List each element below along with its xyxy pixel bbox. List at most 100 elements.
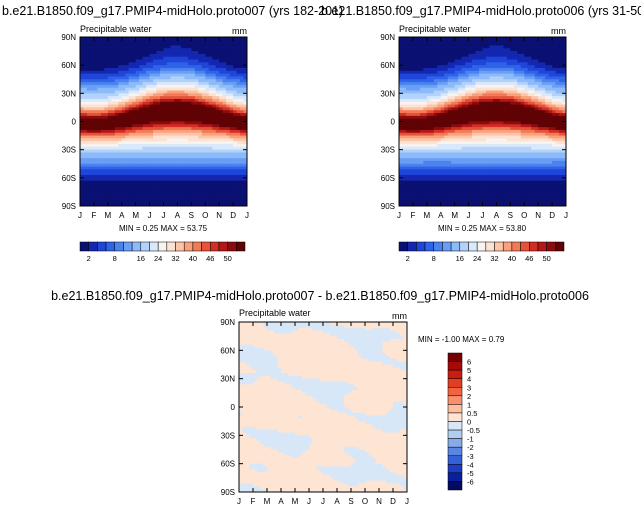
field-cell bbox=[114, 48, 119, 52]
field-cell bbox=[513, 115, 518, 120]
field-cell bbox=[437, 65, 442, 69]
field-cell bbox=[426, 62, 431, 66]
field-cell bbox=[444, 96, 449, 100]
field-cell bbox=[153, 87, 158, 92]
field-cell bbox=[534, 96, 539, 100]
field-cell bbox=[559, 127, 564, 131]
field-cell bbox=[437, 62, 442, 66]
field-cell bbox=[205, 200, 210, 204]
field-cell bbox=[541, 146, 546, 151]
field-cell bbox=[184, 93, 189, 97]
field-cell bbox=[156, 135, 161, 139]
field-cell bbox=[201, 82, 206, 86]
field-cell bbox=[111, 70, 116, 75]
field-cell bbox=[437, 42, 442, 47]
field-cell bbox=[444, 129, 449, 134]
field-cell bbox=[499, 141, 504, 145]
field-cell bbox=[201, 67, 206, 72]
field-cell bbox=[506, 141, 511, 145]
field-cell bbox=[180, 79, 185, 83]
field-cell bbox=[222, 101, 227, 106]
field-cell bbox=[479, 149, 484, 154]
field-cell bbox=[412, 138, 417, 142]
field-cell bbox=[146, 121, 151, 125]
field-cell bbox=[170, 67, 175, 72]
field-cell bbox=[440, 56, 445, 61]
field-cell bbox=[562, 144, 566, 148]
field-cell bbox=[118, 189, 123, 193]
field-cell bbox=[146, 149, 151, 154]
field-cell bbox=[430, 135, 435, 139]
field-cell bbox=[191, 79, 196, 83]
field-cell bbox=[184, 166, 189, 170]
field-cell bbox=[93, 37, 98, 41]
field-cell bbox=[409, 45, 414, 49]
field-cell bbox=[440, 59, 445, 63]
field-cell bbox=[229, 163, 234, 168]
field-cell bbox=[426, 93, 431, 97]
field-cell bbox=[465, 107, 470, 111]
field-cell bbox=[187, 70, 192, 75]
field-cell bbox=[191, 135, 196, 139]
field-cell bbox=[90, 42, 95, 47]
field-cell bbox=[187, 104, 192, 109]
field-cell bbox=[419, 53, 424, 58]
field-cell bbox=[90, 39, 95, 44]
field-cell bbox=[510, 59, 515, 63]
field-cell bbox=[492, 42, 498, 47]
field-cell bbox=[86, 56, 92, 61]
field-cell bbox=[405, 118, 411, 123]
field-cell bbox=[215, 183, 220, 187]
field-cell bbox=[437, 135, 442, 139]
field-cell bbox=[479, 124, 484, 128]
field-cell bbox=[208, 118, 213, 123]
field-cell bbox=[492, 82, 498, 86]
field-cell bbox=[146, 200, 151, 204]
field-cell bbox=[440, 53, 445, 58]
field-cell bbox=[177, 183, 182, 187]
field-cell bbox=[426, 45, 431, 49]
field-cell bbox=[128, 93, 133, 97]
field-cell bbox=[208, 138, 213, 142]
field-cell bbox=[104, 129, 109, 134]
field-cell bbox=[499, 144, 504, 148]
field-cell bbox=[146, 183, 151, 187]
field-cell bbox=[104, 169, 109, 173]
field-cell bbox=[86, 79, 92, 83]
field-cell bbox=[180, 169, 185, 173]
field-cell bbox=[170, 183, 175, 187]
field-cell bbox=[440, 76, 445, 80]
field-cell bbox=[541, 53, 546, 58]
field-cell bbox=[479, 82, 484, 86]
field-cell bbox=[416, 39, 421, 44]
field-cell bbox=[433, 42, 438, 47]
field-cell bbox=[156, 53, 161, 58]
field-cell bbox=[173, 45, 179, 49]
field-cell bbox=[170, 65, 175, 69]
field-cell bbox=[433, 87, 438, 92]
field-cell bbox=[243, 146, 247, 151]
field-cell bbox=[458, 104, 463, 109]
field-cell bbox=[139, 197, 144, 201]
field-cell bbox=[153, 104, 158, 109]
field-cell bbox=[222, 200, 227, 204]
field-cell bbox=[219, 96, 224, 100]
field-cell bbox=[177, 163, 182, 168]
field-cell bbox=[97, 124, 102, 128]
field-cell bbox=[173, 186, 179, 190]
field-cell bbox=[184, 183, 189, 187]
field-cell bbox=[485, 98, 491, 103]
field-cell bbox=[201, 183, 206, 187]
field-cell bbox=[201, 70, 206, 75]
field-cell bbox=[83, 79, 88, 83]
field-cell bbox=[482, 48, 487, 52]
field-cell bbox=[187, 149, 192, 154]
field-cell bbox=[240, 98, 245, 103]
field-cell bbox=[552, 76, 557, 80]
field-cell bbox=[80, 87, 85, 92]
field-cell bbox=[111, 152, 116, 156]
field-cell bbox=[513, 138, 518, 142]
field-cell bbox=[132, 172, 137, 176]
field-cell bbox=[83, 65, 88, 69]
field-cell bbox=[520, 135, 525, 139]
